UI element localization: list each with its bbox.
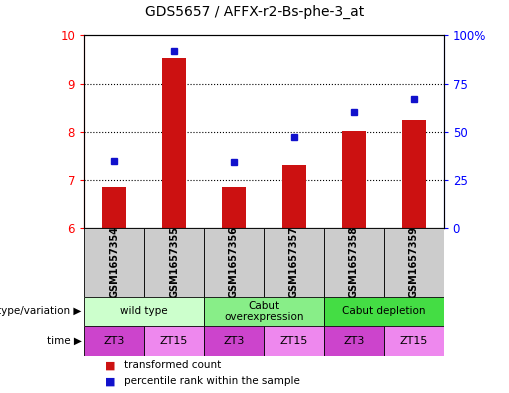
Text: GSM1657356: GSM1657356 [229,226,239,298]
Text: ZT15: ZT15 [279,336,307,346]
Bar [144,326,204,356]
Text: Cabut depletion: Cabut depletion [342,307,425,316]
Text: ZT3: ZT3 [223,336,244,346]
Text: GSM1657358: GSM1657358 [348,226,358,298]
Text: Cabut
overexpression: Cabut overexpression [224,301,303,322]
Bar [281,165,305,228]
Text: transformed count: transformed count [124,360,221,371]
Text: ZT3: ZT3 [103,336,125,346]
Bar [383,228,443,297]
Text: ■: ■ [104,360,115,371]
Text: genotype/variation ▶: genotype/variation ▶ [0,307,81,316]
Text: percentile rank within the sample: percentile rank within the sample [124,376,299,386]
Bar [162,59,186,228]
Text: ZT15: ZT15 [159,336,188,346]
Text: ZT3: ZT3 [343,336,364,346]
Text: GSM1657359: GSM1657359 [408,226,418,298]
Text: GSM1657355: GSM1657355 [168,226,179,298]
Bar [204,297,323,326]
Bar [84,326,144,356]
Text: wild type: wild type [120,307,167,316]
Text: ■: ■ [104,376,115,386]
Text: GDS5657 / AFFX-r2-Bs-phe-3_at: GDS5657 / AFFX-r2-Bs-phe-3_at [145,5,364,19]
Bar [323,228,383,297]
Bar [84,297,204,326]
Bar [383,326,443,356]
Bar [264,228,323,297]
Bar [204,228,264,297]
Bar [323,297,443,326]
Bar [102,187,126,228]
Bar [323,326,383,356]
Bar [401,119,425,228]
Bar [264,326,323,356]
Bar [221,187,245,228]
Text: time ▶: time ▶ [47,336,81,346]
Bar [84,228,144,297]
Text: GSM1657354: GSM1657354 [109,226,119,298]
Text: ZT15: ZT15 [399,336,427,346]
Bar [341,131,365,228]
Bar [144,228,204,297]
Text: GSM1657357: GSM1657357 [288,226,298,298]
Bar [204,326,264,356]
